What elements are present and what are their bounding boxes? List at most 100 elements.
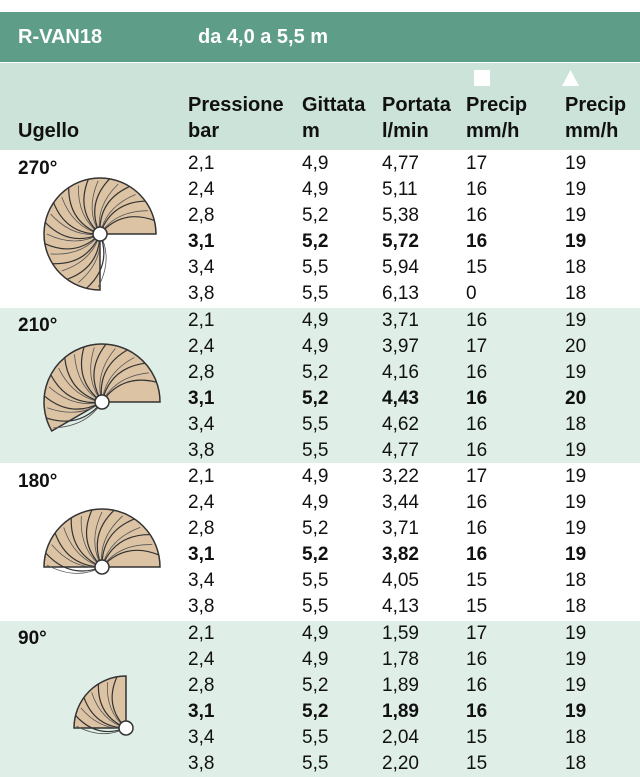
cell: 1,89: [382, 675, 419, 696]
cell: 19: [565, 179, 587, 200]
cell: 16: [466, 179, 488, 200]
cell: 3,71: [382, 518, 419, 539]
cell: 2,1: [188, 623, 215, 644]
cell: 4,9: [302, 492, 329, 513]
cell: 5,11: [382, 179, 418, 200]
cell: 3,22: [382, 466, 419, 487]
cell: 18: [565, 257, 587, 278]
cell: 19: [565, 205, 587, 226]
cell: 19: [565, 153, 587, 174]
cell: 18: [565, 414, 587, 435]
cell: 19: [565, 675, 587, 696]
cell: 5,5: [302, 570, 329, 591]
cell: 19: [565, 362, 587, 383]
cell: 16: [466, 544, 488, 565]
cell: 19: [565, 649, 587, 670]
cell: 5,5: [302, 414, 329, 435]
cell: 5,5: [302, 283, 329, 304]
cell: 2,1: [188, 153, 215, 174]
cell: 19: [565, 466, 587, 487]
cell: 5,72: [382, 231, 419, 252]
cell: 18: [565, 283, 587, 304]
cell: 2,20: [382, 753, 419, 774]
column-name: Pressione: [188, 94, 284, 116]
cell: 2,4: [188, 179, 215, 200]
cell: 5,2: [302, 231, 329, 252]
cell: 18: [565, 727, 587, 748]
cell: 5,5: [302, 440, 329, 461]
cell: 5,2: [302, 518, 329, 539]
cell: 16: [466, 440, 488, 461]
cell: 3,8: [188, 753, 215, 774]
cell: 16: [466, 362, 488, 383]
cell: 5,2: [302, 544, 329, 565]
cell: 3,4: [188, 414, 215, 435]
cell: 15: [466, 753, 488, 774]
model: R-VAN18: [18, 26, 103, 48]
column-unit: mm/h: [466, 120, 520, 142]
cell: 19: [565, 701, 587, 722]
cell: 4,13: [382, 596, 419, 617]
nozzle-arc: 210°: [18, 315, 58, 336]
cell: 3,82: [382, 544, 419, 565]
cell: 1,78: [382, 649, 419, 670]
cell: 2,8: [188, 518, 215, 539]
row-group: [0, 463, 640, 620]
cell: 18: [565, 570, 587, 591]
cell: 2,1: [188, 310, 215, 331]
cell: 4,16: [382, 362, 419, 383]
cell: 5,2: [302, 388, 329, 409]
cell: 16: [466, 701, 488, 722]
cell: 2,8: [188, 675, 215, 696]
cell: 20: [565, 388, 587, 409]
cell: 16: [466, 388, 488, 409]
cell: 16: [466, 310, 488, 331]
cell: 5,2: [302, 205, 329, 226]
cell: 3,4: [188, 257, 215, 278]
cell: 3,44: [382, 492, 419, 513]
cell: 15: [466, 570, 488, 591]
title-bar: [0, 12, 640, 62]
cell: 17: [466, 466, 488, 487]
cell: 16: [466, 675, 488, 696]
column-header: [0, 63, 640, 150]
cell: 16: [466, 414, 488, 435]
cell: 15: [466, 596, 488, 617]
cell: 5,94: [382, 257, 419, 278]
cell: 15: [466, 727, 488, 748]
cell: 17: [466, 153, 488, 174]
nozzle-arc: 90°: [18, 628, 47, 649]
cell: 19: [565, 492, 587, 513]
cell: 4,9: [302, 623, 329, 644]
cell: 16: [466, 518, 488, 539]
cell: 2,4: [188, 336, 215, 357]
column-unit: bar: [188, 120, 220, 142]
cell: 16: [466, 649, 488, 670]
cell: 3,1: [188, 231, 215, 252]
cell: 1,89: [382, 701, 419, 722]
cell: 4,9: [302, 336, 329, 357]
cell: 3,4: [188, 570, 215, 591]
cell: 4,9: [302, 649, 329, 670]
cell: 5,2: [302, 675, 329, 696]
cell: 2,4: [188, 492, 215, 513]
column-unit: m: [302, 120, 320, 142]
square-icon: [474, 70, 490, 86]
cell: 18: [565, 596, 587, 617]
column-name: Precip: [565, 94, 627, 116]
cell: 3,4: [188, 727, 215, 748]
cell: 18: [565, 753, 587, 774]
range: da 4,0 a 5,5 m: [198, 26, 329, 48]
cell: 4,9: [302, 310, 329, 331]
cell: 2,8: [188, 205, 215, 226]
cell: 3,97: [382, 336, 419, 357]
nozzle-arc: 270°: [18, 158, 58, 179]
cell: 5,38: [382, 205, 419, 226]
cell: 15: [466, 257, 488, 278]
cell: 3,8: [188, 283, 215, 304]
cell: 19: [565, 231, 587, 252]
cell: 17: [466, 623, 488, 644]
cell: 3,8: [188, 596, 215, 617]
column-name: Gittata: [302, 94, 366, 116]
